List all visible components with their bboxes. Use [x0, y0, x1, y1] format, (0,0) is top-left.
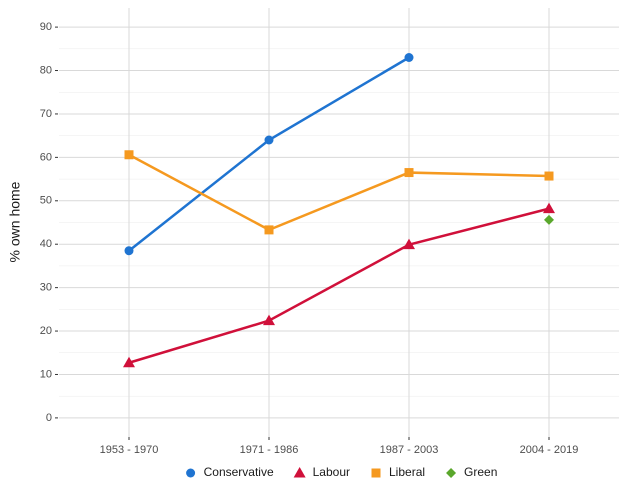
y-tick-label: 90	[40, 21, 52, 33]
y-axis-label: % own home	[7, 181, 23, 262]
legend-marker	[446, 468, 457, 478]
legend-marker	[186, 468, 196, 478]
legend-label: Conservative	[204, 465, 274, 479]
y-tick-label: 0	[46, 412, 52, 424]
y-tick-label: 30	[40, 282, 52, 294]
legend-marker	[293, 467, 306, 478]
data-point	[264, 225, 274, 235]
data-point	[404, 53, 414, 62]
y-tick-label: 50	[40, 195, 52, 207]
x-tick-label: 1987 - 2003	[380, 444, 439, 456]
data-point	[124, 246, 134, 256]
x-tick-label: 1953 - 1970	[100, 444, 159, 456]
legend-label: Labour	[313, 465, 350, 479]
x-tick-label: 2004 - 2019	[520, 444, 579, 456]
y-tick-label: 20	[40, 325, 52, 337]
legend-label: Liberal	[389, 465, 425, 479]
data-point	[403, 238, 415, 250]
series-line	[128, 207, 550, 364]
y-tick-label: 40	[40, 238, 52, 250]
x-tick-label: 1971 - 1986	[240, 444, 299, 456]
data-point	[544, 214, 554, 225]
legend-marker	[371, 468, 381, 478]
data-point	[123, 356, 135, 368]
data-point	[263, 314, 275, 326]
y-tick-label: 70	[40, 108, 52, 120]
data-point	[264, 135, 274, 145]
series-line	[128, 153, 550, 232]
data-point	[544, 171, 554, 181]
data-point	[543, 202, 555, 214]
y-tick-label: 60	[40, 151, 52, 163]
y-tick-label: 10	[40, 368, 52, 380]
legend: Conservative Labour Liberal Green	[186, 465, 497, 479]
data-point	[404, 168, 414, 178]
y-tick-label: 80	[40, 64, 52, 76]
data-point	[124, 150, 134, 160]
legend-label: Green	[464, 465, 497, 479]
